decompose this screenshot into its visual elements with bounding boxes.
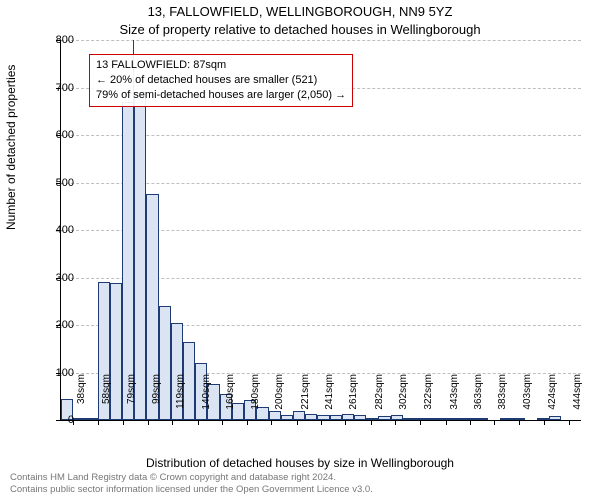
xtick-label: 200sqm — [274, 374, 285, 424]
xtick-mark — [446, 420, 447, 425]
chart-container: 13, FALLOWFIELD, WELLINGBOROUGH, NN9 5YZ… — [0, 0, 600, 500]
xtick-mark — [198, 420, 199, 425]
xtick-mark — [271, 420, 272, 425]
xtick-mark — [98, 420, 99, 425]
xtick-mark — [321, 420, 322, 425]
xtick-mark — [494, 420, 495, 425]
ytick-label: 100 — [34, 367, 74, 379]
ytick-label: 600 — [34, 129, 74, 141]
xtick-label: 403sqm — [522, 374, 533, 424]
gridline — [61, 40, 581, 41]
xtick-label: 302sqm — [398, 374, 409, 424]
annotation-line: ← 20% of detached houses are smaller (52… — [96, 73, 346, 88]
xtick-label: 322sqm — [423, 374, 434, 424]
xtick-mark — [569, 420, 570, 425]
xtick-label: 180sqm — [250, 374, 261, 424]
xtick-mark — [222, 420, 223, 425]
xtick-label: 383sqm — [497, 374, 508, 424]
xtick-mark — [123, 420, 124, 425]
xtick-label: 444sqm — [572, 374, 583, 424]
histogram-bar — [134, 92, 146, 420]
xtick-label: 140sqm — [201, 374, 212, 424]
xtick-mark — [371, 420, 372, 425]
annotation-line: 79% of semi-detached houses are larger (… — [96, 88, 346, 103]
annotation-line: 13 FALLOWFIELD: 87sqm — [96, 58, 346, 73]
xtick-label: 99sqm — [151, 374, 162, 424]
xtick-mark — [345, 420, 346, 425]
ytick-label: 300 — [34, 272, 74, 284]
ytick-label: 400 — [34, 224, 74, 236]
xtick-label: 424sqm — [547, 374, 558, 424]
ytick-label: 700 — [34, 82, 74, 94]
xtick-label: 160sqm — [225, 374, 236, 424]
xtick-mark — [395, 420, 396, 425]
xtick-label: 38sqm — [76, 374, 87, 424]
x-axis-label: Distribution of detached houses by size … — [0, 456, 600, 470]
ytick-label: 800 — [34, 34, 74, 46]
xtick-label: 261sqm — [348, 374, 359, 424]
xtick-label: 119sqm — [175, 374, 186, 424]
xtick-mark — [420, 420, 421, 425]
y-axis-label: Number of detached properties — [4, 65, 18, 230]
footer-line-1: Contains HM Land Registry data © Crown c… — [10, 472, 373, 484]
footer-text: Contains HM Land Registry data © Crown c… — [10, 472, 373, 496]
xtick-label: 221sqm — [300, 374, 311, 424]
xtick-mark — [519, 420, 520, 425]
histogram-bar — [85, 418, 97, 420]
footer-line-2: Contains public sector information licen… — [10, 484, 373, 496]
chart-title-2: Size of property relative to detached ho… — [0, 22, 600, 37]
ytick-label: 0 — [34, 414, 74, 426]
plot-area: 13 FALLOWFIELD: 87sqm← 20% of detached h… — [60, 40, 581, 421]
xtick-mark — [247, 420, 248, 425]
xtick-mark — [172, 420, 173, 425]
ytick-label: 500 — [34, 177, 74, 189]
xtick-mark — [470, 420, 471, 425]
xtick-label: 343sqm — [449, 374, 460, 424]
chart-title-1: 13, FALLOWFIELD, WELLINGBOROUGH, NN9 5YZ — [0, 4, 600, 19]
ytick-label: 200 — [34, 319, 74, 331]
xtick-label: 363sqm — [473, 374, 484, 424]
xtick-label: 282sqm — [374, 374, 385, 424]
annotation-box: 13 FALLOWFIELD: 87sqm← 20% of detached h… — [89, 54, 353, 107]
xtick-label: 79sqm — [126, 374, 137, 424]
xtick-label: 58sqm — [101, 374, 112, 424]
xtick-mark — [148, 420, 149, 425]
xtick-mark — [297, 420, 298, 425]
xtick-mark — [544, 420, 545, 425]
xtick-label: 241sqm — [324, 374, 335, 424]
